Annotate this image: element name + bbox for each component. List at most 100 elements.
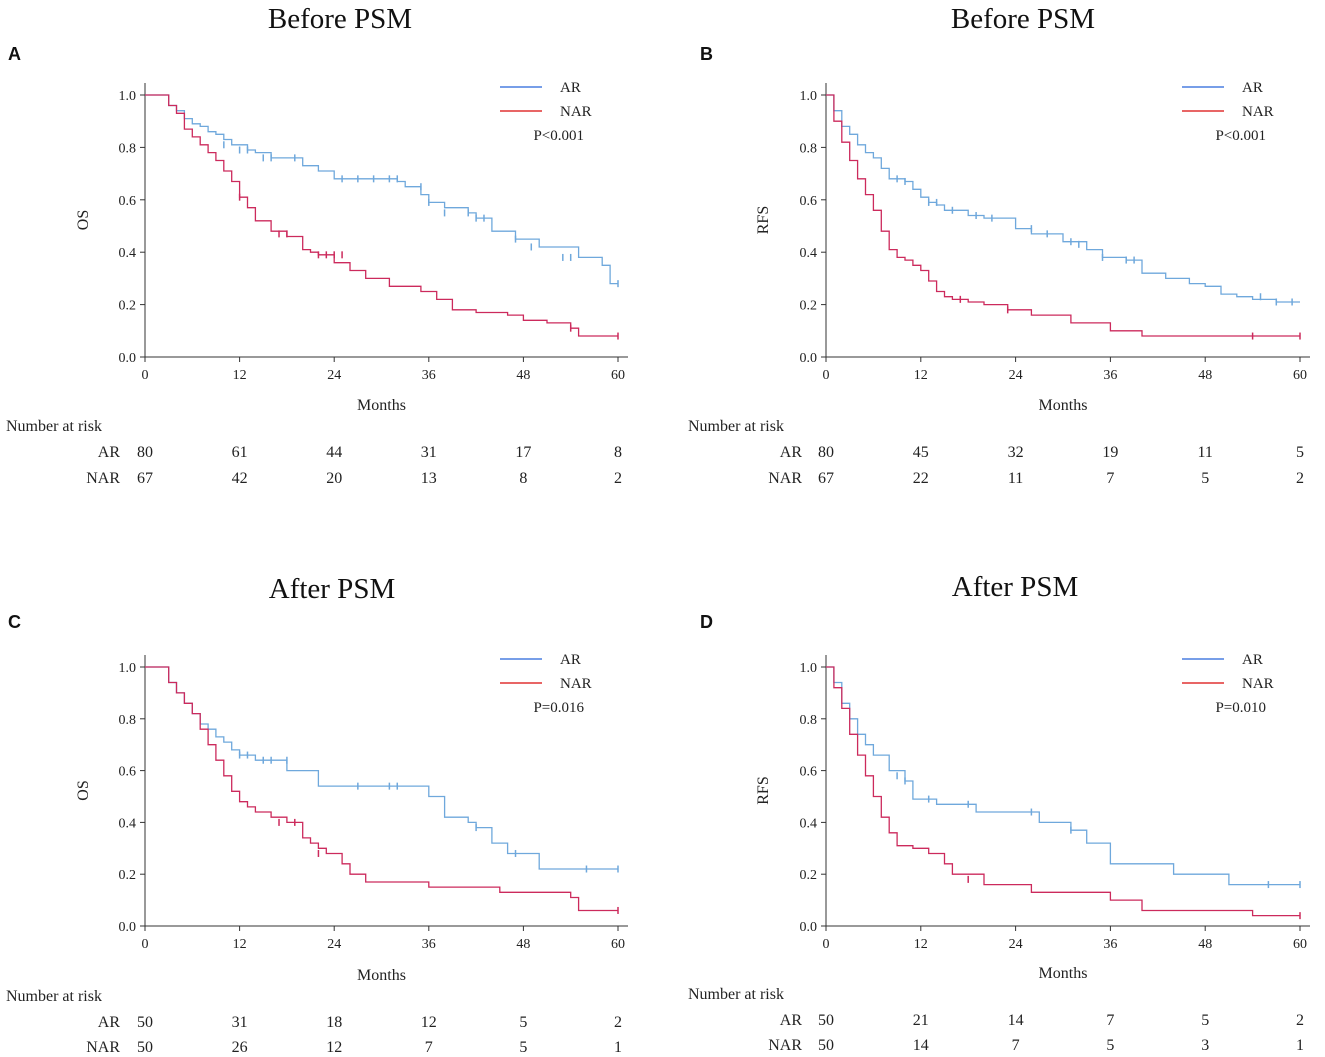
risk-value-nar: 22	[913, 470, 929, 487]
risk-row-label-ar: AR	[780, 1012, 803, 1029]
risk-value-nar: 50	[818, 1037, 834, 1054]
risk-value-nar: 7	[1012, 1037, 1020, 1054]
y-tick-label: 0.0	[119, 920, 137, 935]
x-axis-label: Months	[1039, 397, 1088, 414]
x-tick-label: 0	[823, 368, 830, 383]
x-axis-label: Months	[357, 967, 406, 984]
km-curve-nar	[826, 666, 1300, 917]
y-axis-label: OS	[75, 780, 92, 800]
x-tick-label: 48	[1198, 937, 1212, 952]
y-axis-label: OS	[75, 210, 92, 230]
risk-value-ar: 21	[913, 1012, 929, 1029]
risk-value-ar: 17	[515, 444, 531, 461]
risk-value-nar: 26	[232, 1039, 248, 1056]
risk-value-ar: 80	[137, 444, 153, 461]
x-tick-label: 36	[422, 937, 436, 952]
panel-title: Before PSM	[951, 3, 1095, 35]
risk-row-label-nar: NAR	[86, 1039, 120, 1056]
x-tick-label: 48	[516, 368, 530, 383]
legend-label-nar: NAR	[560, 104, 592, 120]
risk-value-ar: 31	[421, 444, 437, 461]
risk-value-ar: 14	[1008, 1012, 1024, 1029]
risk-value-ar: 45	[913, 444, 929, 461]
y-tick-label: 0.0	[119, 351, 137, 366]
y-tick-label: 0.2	[119, 299, 137, 314]
risk-value-ar: 19	[1102, 444, 1118, 461]
risk-row-label-nar: NAR	[768, 1037, 802, 1054]
y-tick-label: 0.4	[800, 816, 818, 831]
p-value: P=0.016	[533, 700, 584, 716]
legend-label-nar: NAR	[1242, 104, 1274, 120]
x-tick-label: 24	[327, 368, 341, 383]
risk-row-label-ar: AR	[780, 444, 803, 461]
x-tick-label: 48	[516, 937, 530, 952]
risk-row-label-ar: AR	[98, 444, 121, 461]
risk-row-label-ar: AR	[98, 1014, 121, 1031]
risk-value-nar: 1	[614, 1039, 622, 1056]
y-tick-label: 0.0	[800, 920, 818, 935]
risk-value-ar: 80	[818, 444, 834, 461]
risk-value-nar: 5	[1201, 470, 1209, 487]
x-tick-label: 60	[1293, 937, 1307, 952]
km-curve-nar	[145, 94, 618, 337]
risk-row-label-nar: NAR	[768, 470, 802, 487]
risk-table-title: Number at risk	[688, 986, 784, 1003]
risk-value-nar: 5	[1106, 1037, 1114, 1054]
x-axis-label: Months	[357, 397, 406, 414]
legend-label-nar: NAR	[560, 676, 592, 692]
x-tick-label: 48	[1198, 368, 1212, 383]
risk-value-nar: 11	[1008, 470, 1023, 487]
y-tick-label: 0.6	[119, 194, 137, 209]
risk-value-ar: 8	[614, 444, 622, 461]
y-tick-label: 0.6	[800, 765, 818, 780]
risk-value-ar: 12	[421, 1014, 437, 1031]
panel-b: Before PSM B 0 12 24 36 48 60 0.0 0.2 0.4 0.6 0.8 1.0…	[688, 3, 1310, 487]
x-tick-label: 24	[1009, 937, 1023, 952]
panel-title: After PSM	[269, 573, 395, 605]
risk-value-nar: 8	[519, 470, 527, 487]
panel-label: B	[700, 44, 713, 64]
x-tick-label: 12	[914, 368, 928, 383]
y-axis-label: RFS	[755, 206, 772, 234]
risk-value-ar: 2	[1296, 1012, 1304, 1029]
risk-value-ar: 5	[1201, 1012, 1209, 1029]
risk-value-nar: 5	[519, 1039, 527, 1056]
risk-value-ar: 5	[1296, 444, 1304, 461]
x-tick-label: 36	[1103, 368, 1117, 383]
risk-value-nar: 13	[421, 470, 437, 487]
risk-row-label-nar: NAR	[86, 470, 120, 487]
p-value: P<0.001	[533, 128, 584, 144]
y-tick-label: 0.8	[119, 713, 137, 728]
legend-label-ar: AR	[560, 652, 581, 668]
risk-value-nar: 7	[425, 1039, 433, 1056]
risk-value-nar: 3	[1201, 1037, 1209, 1054]
x-tick-label: 12	[233, 368, 247, 383]
y-tick-label: 0.8	[800, 141, 818, 156]
risk-table-title: Number at risk	[688, 418, 784, 435]
risk-value-nar: 67	[137, 470, 153, 487]
y-tick-label: 1.0	[800, 661, 818, 676]
panel-label: C	[8, 612, 21, 632]
x-tick-label: 36	[1103, 937, 1117, 952]
y-tick-label: 0.0	[800, 351, 818, 366]
risk-value-nar: 14	[913, 1037, 929, 1054]
risk-value-ar: 50	[818, 1012, 834, 1029]
p-value: P<0.001	[1215, 128, 1266, 144]
risk-value-nar: 42	[232, 470, 248, 487]
legend-label-ar: AR	[1242, 80, 1263, 96]
y-tick-label: 0.2	[800, 868, 818, 883]
risk-value-nar: 50	[137, 1039, 153, 1056]
risk-value-nar: 20	[326, 470, 342, 487]
x-tick-label: 60	[611, 937, 625, 952]
risk-value-nar: 1	[1296, 1037, 1304, 1054]
risk-value-ar: 61	[232, 444, 248, 461]
risk-value-ar: 5	[519, 1014, 527, 1031]
risk-value-ar: 32	[1008, 444, 1024, 461]
risk-value-ar: 11	[1197, 444, 1212, 461]
risk-value-nar: 2	[614, 470, 622, 487]
risk-value-nar: 7	[1106, 470, 1114, 487]
